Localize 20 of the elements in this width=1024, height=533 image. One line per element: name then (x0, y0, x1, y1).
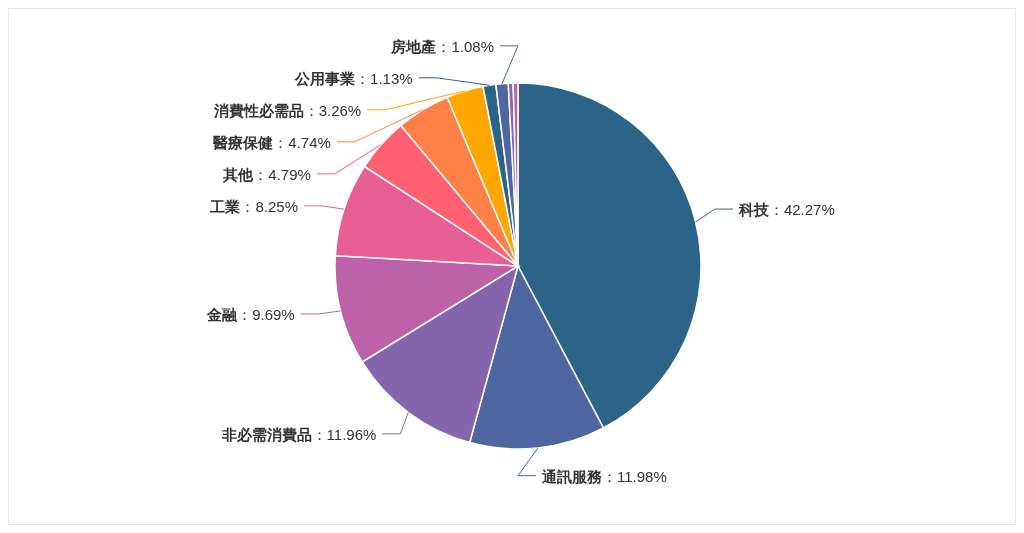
data-label: ：11.98% (602, 467, 667, 485)
data-label: ：11.96% (311, 425, 377, 443)
slice-label: 工業 (209, 197, 241, 215)
slice-label: 其他 (222, 165, 255, 183)
data-label: ：1.13% (355, 69, 413, 87)
data-label: ：1.08% (436, 37, 494, 55)
data-label: ：3.26% (303, 101, 362, 119)
slice-label: 科技 (737, 200, 770, 218)
data-label: ：4.79% (253, 165, 311, 183)
data-label: ：8.25% (240, 197, 299, 215)
slice-label: 非必需消費品 (220, 425, 312, 443)
slice-label: 房地產 (390, 37, 437, 55)
data-label: ：42.27% (768, 200, 835, 218)
slice-label: 醫療保健 (213, 133, 274, 151)
slice-label: 消費性必需品 (212, 101, 304, 119)
slice-label: 公用事業 (294, 69, 356, 87)
slice-label: 通訊服務 (541, 467, 603, 485)
data-label: ：9.69% (237, 305, 295, 323)
data-label: ：4.74% (273, 133, 331, 151)
slice-label: 金融 (206, 305, 239, 323)
